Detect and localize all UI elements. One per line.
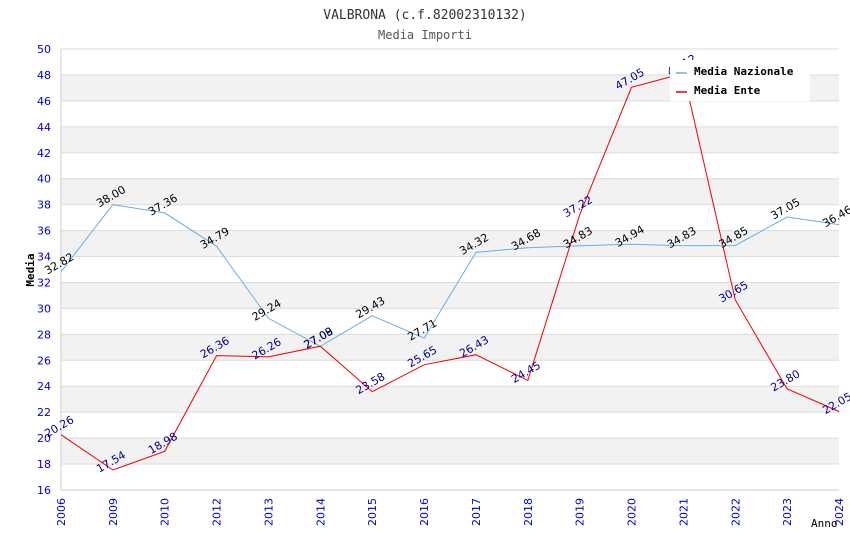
y-tick-label: 40	[37, 173, 51, 186]
x-axis-label: Anno	[811, 517, 838, 530]
y-tick-label: 24	[37, 380, 51, 393]
x-tick-label: 2016	[418, 498, 431, 526]
grid-band	[61, 438, 839, 465]
x-tick-label: 2009	[107, 498, 120, 526]
y-tick-label: 32	[37, 276, 51, 289]
legend-label-ente: Media Ente	[694, 84, 761, 97]
grid-band	[61, 126, 839, 153]
grid-band	[61, 256, 839, 283]
y-tick-label: 44	[37, 121, 51, 134]
grid-band	[61, 230, 839, 257]
y-tick-label: 22	[37, 406, 51, 419]
y-tick-label: 34	[37, 251, 51, 264]
series-line	[60, 72, 840, 471]
chart-subtitle: Media Importi	[378, 28, 472, 42]
x-tick-label: 2021	[677, 498, 690, 526]
grid-band	[61, 412, 839, 439]
x-tick-label: 2014	[314, 498, 327, 526]
y-tick-label: 28	[37, 328, 51, 341]
grid-bands	[60, 48, 839, 491]
x-tick-label: 2023	[781, 498, 794, 526]
grid-band	[61, 100, 839, 127]
y-tick-label: 16	[37, 484, 51, 497]
y-axis-ticks: 16 18 20 22 24 26 28 30 32 34 36 38 40 42 44 46 48 50	[37, 43, 51, 497]
x-tick-label: 2022	[729, 498, 742, 526]
x-tick-label: 2015	[366, 498, 379, 526]
grid-band	[61, 360, 839, 387]
x-tick-label: 2018	[522, 498, 535, 526]
series-lines	[60, 72, 840, 471]
chart-title: VALBRONA (c.f.82002310132)	[323, 8, 527, 23]
grid-band	[61, 308, 839, 335]
y-tick-label: 38	[37, 199, 51, 212]
y-tick-label: 26	[37, 354, 51, 367]
series-line	[60, 204, 840, 347]
y-tick-label: 42	[37, 147, 51, 160]
legend: Media Nazionale Media Ente	[670, 60, 810, 101]
y-tick-label: 20	[37, 432, 51, 445]
y-axis-label: Media	[24, 253, 37, 286]
y-tick-label: 18	[37, 458, 51, 471]
x-tick-label: 2012	[211, 498, 224, 526]
legend-label-nazionale: Media Nazionale	[694, 65, 794, 78]
y-tick-label: 46	[37, 95, 51, 108]
y-tick-label: 48	[37, 69, 51, 82]
x-tick-label: 2024	[833, 498, 846, 526]
x-tick-label: 2006	[55, 498, 68, 526]
x-tick-label: 2013	[262, 498, 275, 526]
y-tick-label: 30	[37, 302, 51, 315]
legend-box	[670, 60, 810, 101]
grid-band	[61, 464, 839, 490]
x-tick-label: 2020	[626, 498, 639, 526]
grid-band	[61, 152, 839, 179]
grid-band	[61, 204, 839, 231]
y-tick-label: 36	[37, 225, 51, 238]
x-tick-label: 2019	[574, 498, 587, 526]
x-tick-label: 2010	[159, 498, 172, 526]
x-axis-ticks: 2006 2009 2010 2012 2013 2014 2015 2016 2017 2018…	[55, 498, 846, 526]
grid-band	[61, 386, 839, 413]
grid-band	[61, 178, 839, 205]
x-tick-label: 2017	[470, 498, 483, 526]
y-tick-label: 50	[37, 43, 51, 56]
grid-band	[61, 334, 839, 361]
